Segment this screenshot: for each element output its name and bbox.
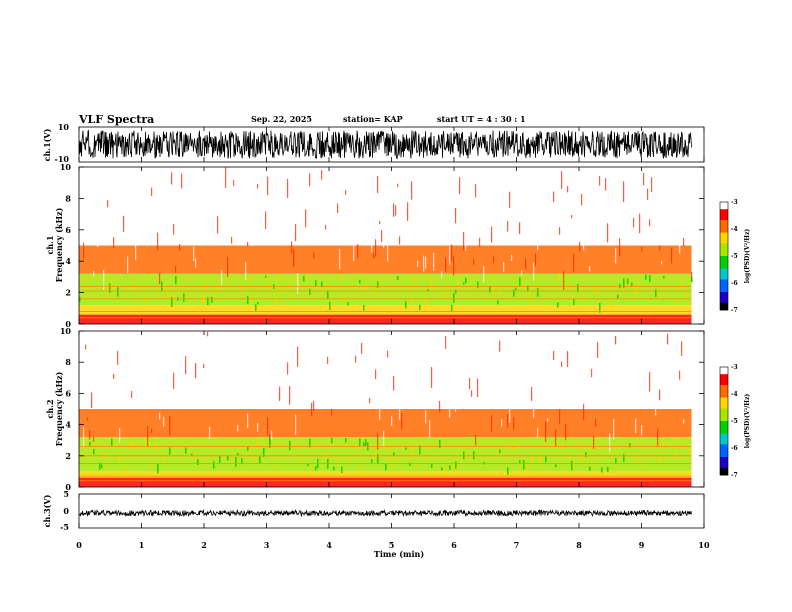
- ch1-waveform-trace: [78, 129, 692, 160]
- ch2-colorbar: -3 -4 -5 -6 -7 log(PSD)(V²/Hz): [719, 364, 751, 479]
- ch1-spec-band-3: [79, 245, 692, 274]
- ch1-spectrogram-panel: 0 2 4 6 8 10 ch.1 Frequency (kHz): [45, 162, 705, 329]
- xtick-label-8: 8: [576, 540, 582, 550]
- ch1-colorbar-frame: [719, 201, 729, 311]
- ch2-spectrogram-panel: 0 2 4 6 8 10 ch.2 Frequency (kHz): [45, 326, 705, 492]
- xtick-label-2: 2: [201, 540, 207, 550]
- ch2-colorbar-label: log(PSD)(V²/Hz): [744, 394, 751, 449]
- ch2-colorbar-tick-2: -5: [731, 418, 738, 425]
- xtick-label-0: 0: [76, 540, 82, 550]
- station-label: station= KAP: [343, 114, 403, 124]
- ch2-colorbar-frame: [719, 366, 729, 476]
- ch3-ytick-bottom: -5: [60, 522, 69, 532]
- ch3-ylabel: ch.3(V): [42, 494, 52, 527]
- ch2-colorbar-tick-4: -7: [731, 472, 738, 479]
- xtick-label-7: 7: [514, 540, 520, 550]
- ch1-colorbar-tick-4: -7: [731, 307, 738, 314]
- ch3-ytick-top: 5: [63, 489, 69, 499]
- ch2-spec-ylabel-channel: ch.2: [45, 399, 55, 418]
- start-ut-label: start UT = 4 : 30 : 1: [437, 114, 526, 124]
- ch2-spec-ylabel: Frequency (kHz): [54, 371, 64, 446]
- ch1-spec-ytick-label-5: 10: [60, 162, 72, 172]
- ch1-spec-ytick-label-0: 0: [65, 319, 71, 329]
- ch3-waveform-panel: 5 0 -5 ch.3(V): [42, 489, 705, 532]
- ch2-colorbar-tick-3: -6: [731, 445, 738, 452]
- ch2-colorbar-tick-1: -4: [731, 391, 738, 398]
- ch1-colorbar-tick-3: -6: [731, 280, 738, 287]
- ch2-spec-ytick-label-1: 2: [65, 451, 71, 461]
- ch1-colorbar-tick-1: -4: [731, 226, 738, 233]
- xtick-label-6: 6: [451, 540, 457, 550]
- ch1-spec-ytick-label-3: 6: [65, 225, 71, 235]
- ch1-spec-ylabel-channel: ch.1: [45, 235, 55, 254]
- ch1-spec-band-1: [79, 305, 692, 315]
- ch1-spec-texture: [79, 167, 693, 313]
- ch1-spec-ytick-label-4: 8: [65, 193, 71, 203]
- ch1-colorbar-tick-0: -3: [731, 199, 738, 206]
- ch2-spec-ytick-label-3: 6: [65, 388, 71, 398]
- ch2-colorbar-tick-0: -3: [731, 364, 738, 371]
- ch1-spec-band-0: [79, 314, 692, 324]
- ch2-spec-band-0: [79, 477, 692, 487]
- xtick-label-9: 9: [639, 540, 645, 550]
- xtick-label-1: 1: [139, 540, 145, 550]
- ch2-spec-ytick-label-0: 0: [65, 482, 71, 492]
- ch1-spec-ytick-label-1: 2: [65, 288, 71, 298]
- ch1-spec-ylabel: Frequency (kHz): [54, 207, 64, 282]
- ch2-spec-texture: [79, 331, 691, 477]
- xtick-label-5: 5: [389, 540, 395, 550]
- ch2-spec-band-3: [79, 409, 692, 438]
- ch1-colorbar: -3 -4 -5 -6 -7 log(PSD)(V²/Hz): [719, 199, 751, 314]
- x-axis-label: Time (min): [374, 549, 424, 559]
- ch3-ytick-mid: 0: [63, 506, 69, 516]
- ch2-spec-band-4: [79, 331, 692, 409]
- figure-title: VLF Spectra: [78, 113, 154, 126]
- xtick-label-4: 4: [326, 540, 332, 550]
- ch2-spec-ytick-label-4: 8: [65, 357, 71, 367]
- xtick-label-10: 10: [698, 540, 710, 550]
- ch2-spec-ytick-label-5: 10: [60, 326, 72, 336]
- time-axis-ticks: 0 1 2 3 4 5 6 7 8 9 10: [76, 127, 710, 550]
- ch2-spec-band-1: [79, 471, 692, 478]
- ch1-colorbar-tick-2: -5: [731, 253, 738, 260]
- ch1-ytick-top: 10: [58, 122, 70, 132]
- ch2-spec-ytick-label-2: 4: [65, 420, 71, 430]
- xtick-label-3: 3: [264, 540, 270, 550]
- ch1-waveform-panel: 10 -10 ch.1(V): [42, 122, 705, 164]
- ch1-ytick-bottom: -10: [55, 154, 70, 164]
- ch1-spec-ytick-label-2: 4: [65, 256, 71, 266]
- ch3-waveform-trace: [78, 508, 692, 518]
- ch1-ylabel: ch.1(V): [42, 128, 52, 161]
- ch1-colorbar-label: log(PSD)(V²/Hz): [744, 229, 751, 284]
- date-label: Sep. 22, 2025: [251, 114, 312, 124]
- ch1-spec-band-2: [79, 273, 692, 306]
